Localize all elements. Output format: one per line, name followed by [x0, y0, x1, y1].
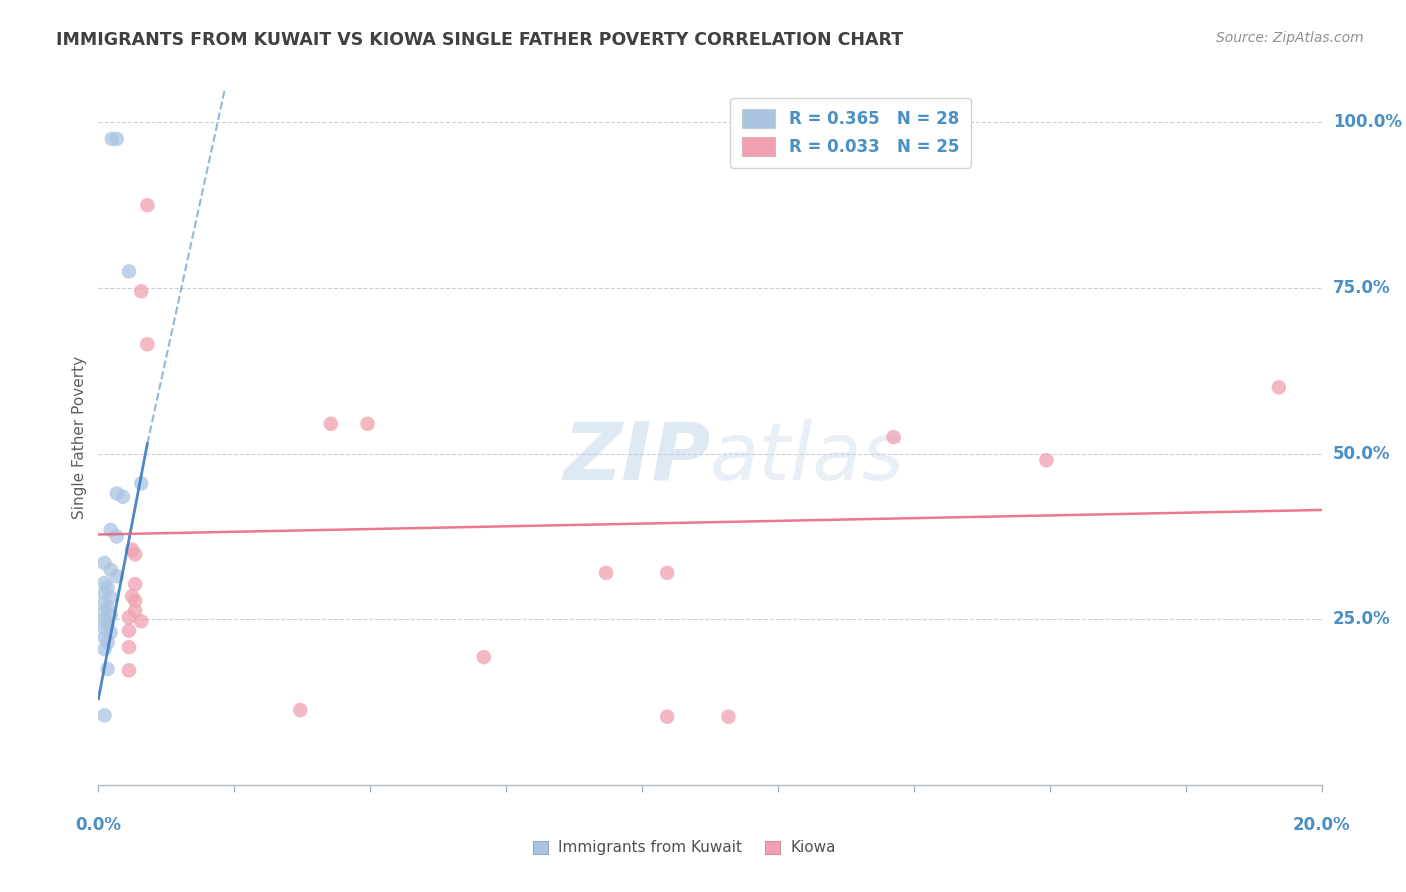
Point — [1268, 380, 1291, 394]
Point — [118, 610, 141, 624]
Point — [100, 608, 122, 623]
Point — [100, 563, 122, 577]
Point — [657, 709, 679, 723]
Point — [129, 615, 152, 629]
Point — [136, 198, 159, 212]
Legend: R = 0.365   N = 28, R = 0.033   N = 25: R = 0.365 N = 28, R = 0.033 N = 25 — [731, 97, 970, 168]
Point — [93, 604, 115, 618]
Point — [93, 586, 115, 600]
Point — [93, 556, 115, 570]
Text: 50.0%: 50.0% — [1333, 444, 1391, 463]
Point — [105, 486, 128, 500]
Point — [100, 591, 122, 605]
Point — [97, 662, 120, 676]
Point — [1035, 453, 1057, 467]
Bar — [533, 841, 548, 854]
Point — [118, 640, 141, 654]
Point — [93, 631, 115, 645]
Text: Source: ZipAtlas.com: Source: ZipAtlas.com — [1216, 31, 1364, 45]
Point — [121, 542, 143, 557]
Point — [124, 593, 146, 607]
Bar — [765, 841, 780, 854]
Point — [657, 566, 679, 580]
Point — [105, 529, 128, 543]
Point — [118, 264, 141, 278]
Point — [356, 417, 378, 431]
Point — [93, 621, 115, 635]
Point — [111, 490, 134, 504]
Point — [97, 635, 120, 649]
Point — [93, 708, 115, 723]
Point — [129, 476, 152, 491]
Point — [97, 600, 120, 615]
Point — [100, 523, 122, 537]
Point — [118, 624, 141, 638]
Point — [93, 642, 115, 657]
Point — [100, 625, 122, 640]
Point — [290, 703, 312, 717]
Point — [124, 577, 146, 591]
Point — [717, 709, 740, 723]
Point — [883, 430, 905, 444]
Text: Kiowa: Kiowa — [790, 840, 835, 855]
Text: 100.0%: 100.0% — [1333, 113, 1402, 131]
Text: 75.0%: 75.0% — [1333, 279, 1391, 297]
Text: 0.0%: 0.0% — [76, 815, 121, 833]
Point — [118, 663, 141, 677]
Text: 25.0%: 25.0% — [1333, 610, 1391, 628]
Point — [93, 596, 115, 610]
Point — [93, 612, 115, 626]
Point — [124, 547, 146, 561]
Point — [129, 285, 152, 299]
Text: IMMIGRANTS FROM KUWAIT VS KIOWA SINGLE FATHER POVERTY CORRELATION CHART: IMMIGRANTS FROM KUWAIT VS KIOWA SINGLE F… — [56, 31, 904, 49]
Point — [472, 650, 495, 665]
Point — [101, 132, 124, 146]
Y-axis label: Single Father Poverty: Single Father Poverty — [72, 356, 87, 518]
Text: 20.0%: 20.0% — [1294, 815, 1350, 833]
Point — [124, 604, 146, 618]
Point — [121, 589, 143, 603]
Point — [97, 616, 120, 631]
Text: atlas: atlas — [710, 419, 905, 497]
Point — [105, 569, 128, 583]
Point — [105, 132, 128, 146]
Point — [136, 337, 159, 351]
Text: ZIP: ZIP — [562, 419, 710, 497]
Text: Immigrants from Kuwait: Immigrants from Kuwait — [558, 840, 742, 855]
Point — [319, 417, 342, 431]
Point — [595, 566, 617, 580]
Point — [97, 581, 120, 595]
Point — [93, 575, 115, 590]
